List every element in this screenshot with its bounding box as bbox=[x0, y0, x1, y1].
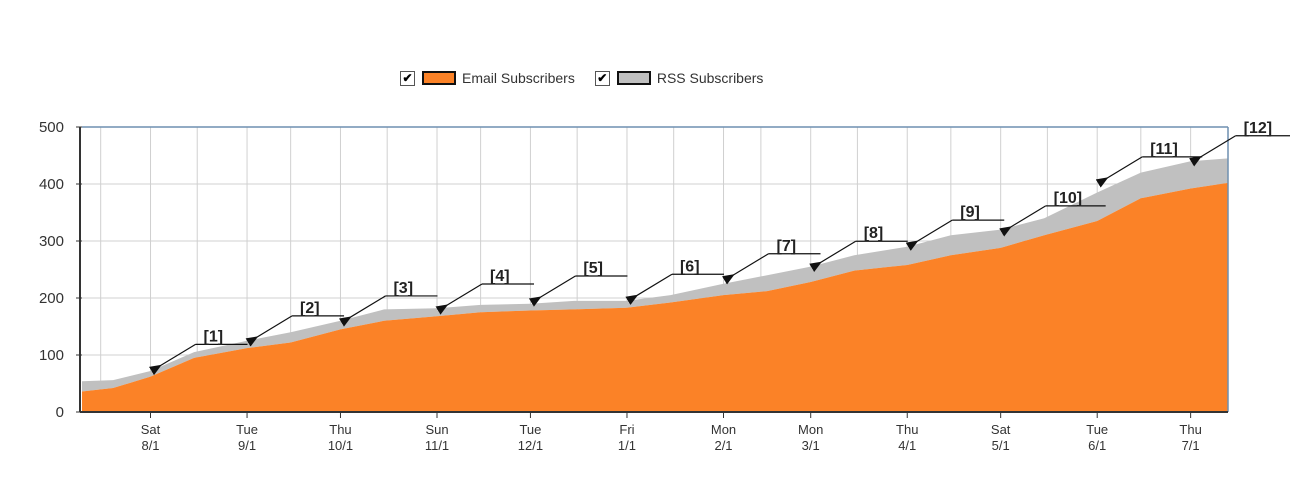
legend-item-rss[interactable]: ✔ RSS Subscribers bbox=[594, 70, 764, 86]
annotation-arrow bbox=[435, 283, 483, 315]
legend-item-email[interactable]: ✔ Email Subscribers bbox=[400, 70, 575, 86]
annotation-label: [5] bbox=[583, 260, 603, 277]
x-tick-day: Thu bbox=[1179, 422, 1201, 437]
x-tick-day: Tue bbox=[519, 422, 541, 437]
x-tick-label: 8/1 bbox=[141, 438, 159, 453]
annotation-label: [9] bbox=[960, 204, 980, 221]
y-tick-label: 100 bbox=[39, 347, 64, 364]
legend-label-email: Email Subscribers bbox=[462, 70, 575, 86]
x-tick-label: 12/1 bbox=[518, 438, 543, 453]
annotation-arrow bbox=[245, 315, 293, 347]
x-tick-day: Tue bbox=[236, 422, 258, 437]
annotation-arrow bbox=[1189, 135, 1236, 167]
annotation-arrow bbox=[722, 253, 769, 285]
checkbox-rss[interactable]: ✔ bbox=[594, 70, 610, 86]
x-tick-label: 9/1 bbox=[238, 438, 256, 453]
annotation-label: [10] bbox=[1054, 190, 1082, 207]
x-tick-label: 7/1 bbox=[1182, 438, 1200, 453]
annotation-label: [4] bbox=[490, 268, 510, 285]
annotation-label: [2] bbox=[300, 300, 320, 317]
annotation-arrow bbox=[149, 343, 196, 376]
x-tick-day: Sat bbox=[141, 422, 161, 437]
y-tick-label: 300 bbox=[39, 233, 64, 250]
annotation-arrow bbox=[809, 240, 857, 272]
annotation-arrow bbox=[905, 219, 953, 251]
swatch-rss bbox=[616, 71, 651, 85]
series-area-email bbox=[82, 182, 1228, 412]
annotation-arrow bbox=[999, 205, 1046, 237]
annotation-label: [7] bbox=[777, 238, 797, 255]
annotation-arrow bbox=[528, 275, 576, 307]
x-tick-day: Fri bbox=[619, 422, 634, 437]
x-tick-label: 11/1 bbox=[425, 438, 449, 453]
x-tick-day: Tue bbox=[1086, 422, 1108, 437]
annotation-arrow bbox=[1095, 156, 1143, 188]
swatch-email bbox=[422, 71, 456, 85]
x-tick-label: 1/1 bbox=[618, 438, 636, 453]
x-tick-label: 3/1 bbox=[802, 438, 820, 453]
x-tick-day: Sat bbox=[991, 422, 1011, 437]
x-tick-day: Mon bbox=[711, 422, 736, 437]
annotation-arrow bbox=[625, 273, 673, 306]
x-tick-label: 6/1 bbox=[1088, 438, 1106, 453]
annotation-label: [1] bbox=[204, 328, 224, 345]
chart-legend: ✔ Email Subscribers ✔ RSS Subscribers bbox=[400, 70, 783, 86]
annotation-label: [12] bbox=[1244, 120, 1272, 137]
x-tick-day: Thu bbox=[329, 422, 351, 437]
y-tick-label: 0 bbox=[56, 404, 64, 421]
x-tick-label: 5/1 bbox=[992, 438, 1010, 453]
x-tick-label: 2/1 bbox=[714, 438, 732, 453]
x-tick-day: Mon bbox=[798, 422, 823, 437]
legend-label-rss: RSS Subscribers bbox=[656, 70, 764, 86]
y-tick-label: 400 bbox=[39, 176, 64, 193]
annotation-arrow bbox=[338, 295, 386, 327]
x-tick-day: Sun bbox=[425, 422, 448, 437]
annotation-label: [6] bbox=[680, 258, 700, 275]
y-tick-label: 500 bbox=[39, 119, 64, 136]
x-tick-label: 4/1 bbox=[898, 438, 916, 453]
annotation-label: [8] bbox=[864, 225, 884, 242]
x-tick-label: 10/1 bbox=[328, 438, 353, 453]
annotation-label: [11] bbox=[1150, 141, 1178, 158]
checkbox-email[interactable]: ✔ bbox=[400, 70, 415, 86]
x-tick-day: Thu bbox=[896, 422, 918, 437]
y-tick-label: 200 bbox=[39, 290, 64, 307]
annotation-label: [3] bbox=[393, 280, 413, 297]
